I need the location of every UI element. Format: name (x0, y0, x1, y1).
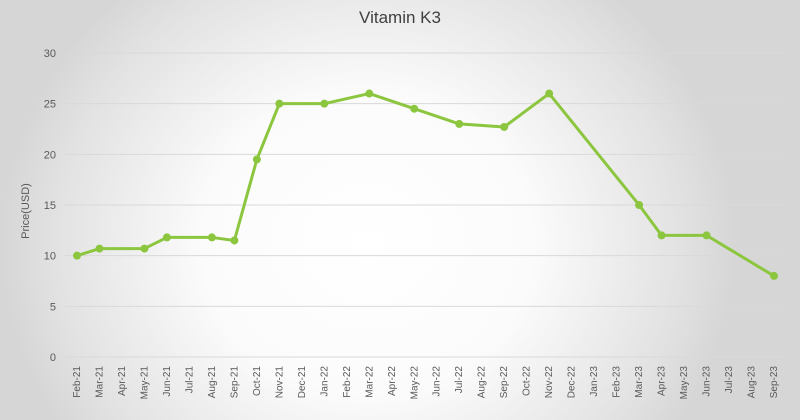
x-tick-label: Jan-22 (319, 366, 330, 397)
data-point (275, 99, 284, 108)
data-point (455, 119, 464, 128)
data-point (73, 251, 81, 260)
x-tick-label: Sep-22 (499, 366, 510, 399)
y-axis-ticks: 0 5 10 15 20 25 30 (44, 48, 56, 364)
data-point (140, 244, 149, 253)
x-tick-label: Apr-21 (117, 366, 128, 396)
x-tick-label: Jul-22 (454, 366, 465, 394)
data-point (365, 89, 374, 98)
x-tick-label: May-22 (409, 366, 420, 400)
y-tick-label: 0 (50, 352, 56, 364)
x-tick-label: Feb-21 (72, 366, 83, 398)
x-tick-label: Nov-21 (274, 366, 285, 399)
x-tick-label: Jul-21 (184, 366, 195, 394)
x-tick-label: Oct-22 (522, 366, 533, 396)
data-point (500, 122, 509, 131)
data-point (635, 201, 644, 209)
x-tick-label: Feb-22 (342, 366, 353, 398)
data-point (770, 271, 778, 280)
series-layer (73, 89, 778, 280)
x-tick-label: Feb-23 (612, 366, 623, 398)
x-tick-label: May-21 (139, 366, 150, 400)
data-point (252, 155, 261, 164)
x-tick-label: Aug-22 (477, 366, 488, 399)
data-point (207, 233, 216, 242)
x-tick-label: Mar-22 (364, 366, 375, 398)
data-point (657, 231, 666, 240)
x-axis-ticks: Feb-21 Mar-21 Apr-21 May-21 Jun-21 Jul-21 Aug-… (72, 366, 780, 400)
x-tick-label: Mar-23 (634, 366, 645, 398)
x-tick-label: Apr-23 (657, 366, 668, 396)
x-tick-label: Mar-21 (94, 366, 105, 398)
x-tick-label: Sep-21 (229, 366, 240, 399)
data-point (320, 99, 329, 108)
y-tick-label: 30 (44, 48, 56, 60)
x-tick-label: Jun-21 (162, 366, 173, 397)
x-tick-label: Aug-23 (747, 366, 758, 399)
x-tick-label: Nov-22 (544, 366, 555, 399)
x-tick-label: Jul-23 (724, 366, 735, 394)
x-tick-label: Jun-23 (702, 366, 713, 397)
x-tick-label: May-23 (679, 366, 690, 400)
data-point (95, 244, 104, 253)
y-tick-label: 10 (44, 251, 56, 263)
x-tick-label: Jan-23 (589, 366, 600, 397)
y-tick-label: 15 (44, 200, 56, 212)
data-point (230, 236, 239, 245)
series-line (75, 92, 776, 278)
x-tick-label: Sep-23 (769, 366, 780, 399)
y-tick-label: 5 (50, 301, 56, 313)
x-tick-label: Dec-21 (297, 366, 308, 399)
gridlines (65, 52, 786, 358)
chart-title: Vitamin K3 (359, 8, 441, 27)
x-tick-label: Jun-22 (432, 366, 443, 397)
data-point (162, 233, 171, 242)
y-tick-label: 20 (44, 149, 56, 161)
x-tick-label: Oct-21 (252, 366, 263, 396)
data-point (545, 89, 554, 98)
x-tick-label: Apr-22 (387, 366, 398, 396)
data-point (702, 231, 711, 240)
x-tick-label: Dec-22 (567, 366, 578, 399)
data-point (410, 104, 419, 113)
y-tick-label: 25 (44, 99, 56, 111)
x-tick-label: Aug-21 (207, 366, 218, 399)
